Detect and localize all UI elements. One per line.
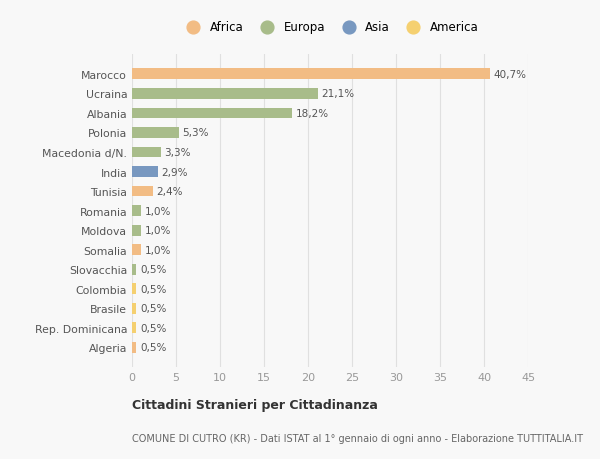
Bar	[132, 167, 158, 178]
Text: 1,0%: 1,0%	[145, 206, 170, 216]
Text: 1,0%: 1,0%	[145, 245, 170, 255]
Text: COMUNE DI CUTRO (KR) - Dati ISTAT al 1° gennaio di ogni anno - Elaborazione TUTT: COMUNE DI CUTRO (KR) - Dati ISTAT al 1° …	[132, 433, 583, 442]
Legend: Africa, Europa, Asia, America: Africa, Europa, Asia, America	[178, 17, 482, 37]
Text: 0,5%: 0,5%	[140, 304, 166, 313]
Bar	[132, 69, 490, 80]
Text: 3,3%: 3,3%	[164, 148, 191, 157]
Bar	[132, 108, 292, 119]
Bar	[132, 147, 161, 158]
Text: 18,2%: 18,2%	[296, 109, 329, 118]
Bar	[132, 342, 136, 353]
Text: 0,5%: 0,5%	[140, 265, 166, 274]
Bar	[132, 284, 136, 295]
Text: 2,9%: 2,9%	[161, 167, 188, 177]
Bar	[132, 303, 136, 314]
Bar	[132, 225, 141, 236]
Text: Cittadini Stranieri per Cittadinanza: Cittadini Stranieri per Cittadinanza	[132, 398, 378, 412]
Bar	[132, 323, 136, 334]
Bar	[132, 128, 179, 139]
Text: 40,7%: 40,7%	[494, 70, 527, 79]
Text: 0,5%: 0,5%	[140, 343, 166, 353]
Bar	[132, 89, 317, 100]
Bar	[132, 186, 153, 197]
Text: 5,3%: 5,3%	[182, 128, 209, 138]
Text: 1,0%: 1,0%	[145, 226, 170, 235]
Text: 0,5%: 0,5%	[140, 323, 166, 333]
Bar	[132, 206, 141, 217]
Text: 2,4%: 2,4%	[157, 187, 183, 196]
Text: 21,1%: 21,1%	[321, 89, 355, 99]
Bar	[132, 245, 141, 256]
Bar	[132, 264, 136, 275]
Text: 0,5%: 0,5%	[140, 284, 166, 294]
